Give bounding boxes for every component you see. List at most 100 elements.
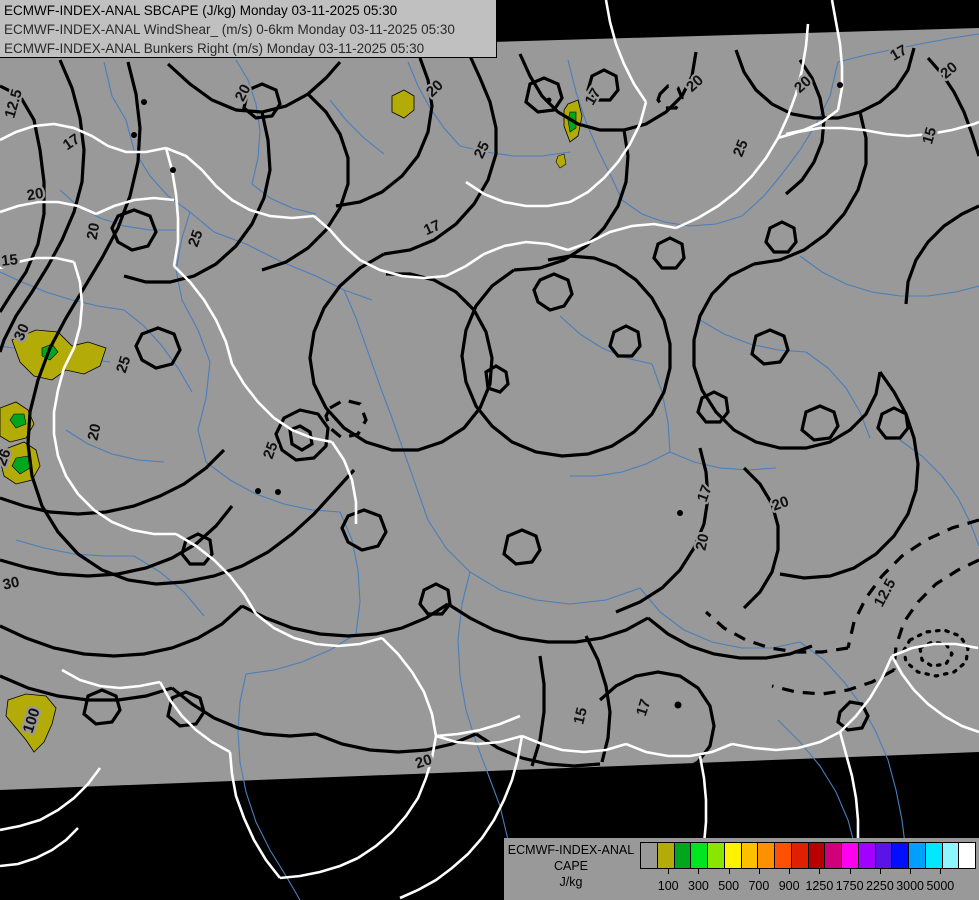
legend-swatch[interactable]	[657, 843, 675, 868]
svg-text:25: 25	[730, 137, 752, 159]
legend-tick	[910, 869, 912, 874]
svg-text:15: 15	[919, 125, 940, 146]
legend-swatch[interactable]	[858, 843, 876, 868]
legend-swatch[interactable]	[741, 843, 759, 868]
legend-swatch[interactable]	[925, 843, 943, 868]
legend-swatch[interactable]	[691, 843, 708, 868]
title-line-bunkers-right: ECMWF-INDEX-ANAL Bunkers Right (m/s) Mon…	[4, 41, 425, 56]
legend-tick-label: 700	[748, 879, 770, 893]
legend-swatch[interactable]	[909, 843, 926, 868]
legend-colorbar[interactable]	[640, 842, 976, 869]
svg-text:25: 25	[471, 139, 494, 161]
legend-model-name: ECMWF-INDEX-ANAL	[507, 843, 635, 857]
windshear-contours-layer	[0, 47, 979, 774]
svg-text:25: 25	[185, 228, 207, 249]
legend-swatch[interactable]	[892, 843, 909, 868]
cape-fill-layer	[0, 89, 583, 753]
legend-tick	[789, 869, 791, 874]
legend-field-name: CAPE	[553, 859, 589, 873]
data-domain	[0, 28, 979, 790]
legend-tick	[698, 869, 700, 874]
svg-text:17: 17	[60, 131, 83, 154]
svg-text:100: 100	[20, 706, 44, 735]
legend-tick	[879, 869, 881, 874]
rivers-layer	[0, 33, 979, 900]
svg-text:20: 20	[84, 222, 104, 241]
svg-text:25: 25	[260, 440, 282, 461]
cape-region	[5, 693, 57, 753]
legend-colorbar-wrap: 100 300 500 700 900 1250 1750 2250 3000 5000	[640, 842, 978, 895]
legend-swatch[interactable]	[942, 843, 960, 868]
svg-text:15: 15	[0, 251, 18, 270]
title-line-windshear: ECMWF-INDEX-ANAL WindShear_ (m/s) 0-6km …	[4, 22, 455, 37]
legend-swatch[interactable]	[724, 843, 742, 868]
cape-color-legend: ECMWF-INDEX-ANAL CAPE J/kg 100 300 500 700 9…	[504, 838, 979, 900]
legend-label-block: ECMWF-INDEX-ANAL CAPE J/kg	[506, 842, 636, 890]
legend-tick-label: 300	[688, 879, 709, 893]
legend-swatch[interactable]	[808, 843, 826, 868]
legend-tick-label: 1750	[835, 879, 864, 893]
legend-swatch[interactable]	[758, 843, 775, 868]
svg-text:15: 15	[570, 706, 591, 726]
legend-tick-label: 1250	[805, 879, 834, 893]
legend-swatch[interactable]	[641, 843, 658, 868]
legend-swatch[interactable]	[791, 843, 809, 868]
cape-region	[391, 89, 415, 119]
svg-text:20: 20	[770, 493, 791, 515]
legend-swatch[interactable]	[825, 843, 842, 868]
svg-text:20: 20	[84, 222, 104, 241]
svg-text:20: 20	[26, 185, 45, 205]
legend-swatch[interactable]	[674, 843, 692, 868]
svg-text:30: 30	[11, 321, 33, 343]
legend-tick-label: 900	[778, 879, 800, 893]
svg-text:17: 17	[633, 697, 654, 718]
svg-text:20: 20	[413, 751, 434, 772]
title-line-sbcape: ECMWF-INDEX-ANAL SBCAPE (J/kg) Monday 03…	[4, 3, 398, 18]
svg-text:17: 17	[694, 483, 716, 504]
svg-text:15: 15	[0, 251, 18, 270]
legend-tick	[940, 869, 942, 874]
legend-tick-label: 500	[718, 879, 740, 893]
legend-swatch[interactable]	[708, 843, 725, 868]
windshear-dashed-contours	[324, 84, 979, 696]
legend-swatch[interactable]	[842, 843, 859, 868]
legend-tick-label: 5000	[926, 879, 955, 893]
cape-region	[555, 153, 567, 169]
svg-text:25: 25	[113, 354, 134, 375]
legend-units: J/kg	[559, 875, 583, 889]
legend-tick	[728, 869, 730, 874]
svg-text:17: 17	[582, 85, 605, 108]
legend-tick	[819, 869, 821, 874]
svg-text:17: 17	[421, 217, 443, 239]
svg-text:20: 20	[85, 422, 105, 442]
svg-text:30: 30	[1, 574, 21, 594]
legend-tick	[849, 869, 851, 874]
legend-tick	[758, 869, 760, 874]
svg-text:30: 30	[1, 574, 21, 594]
legend-tick-labels: 100 300 500 700 900 1250 1750 2250 3000 5000	[640, 879, 978, 895]
svg-text:20: 20	[232, 82, 255, 105]
legend-swatch[interactable]	[959, 843, 975, 868]
svg-text:17: 17	[887, 42, 910, 65]
svg-text:20: 20	[693, 532, 713, 552]
legend-tick-label: 3000	[896, 879, 925, 893]
legend-tick	[668, 869, 670, 874]
legend-tick-label: 100	[657, 879, 679, 893]
station-markers	[131, 82, 843, 709]
legend-swatch[interactable]	[775, 843, 792, 868]
legend-swatch[interactable]	[875, 843, 893, 868]
svg-text:20: 20	[26, 185, 45, 205]
legend-tick-label: 2250	[865, 879, 894, 893]
windshear-dotted-contours	[902, 628, 970, 678]
legend-ticks	[640, 869, 978, 879]
map-title-box: ECMWF-INDEX-ANAL SBCAPE (J/kg) Monday 03…	[0, 0, 497, 58]
